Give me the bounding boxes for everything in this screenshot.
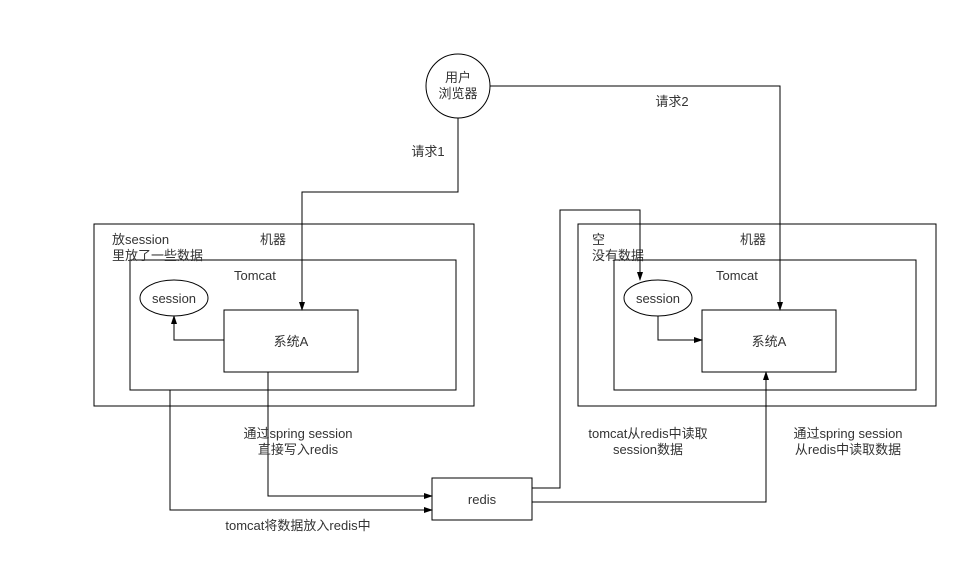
edge-spring_write-line1: 直接写入redis — [258, 442, 339, 457]
annotL-line1: 里放了一些数据 — [112, 248, 203, 263]
annotL-line0: 放session — [112, 232, 169, 247]
tomcatR-label: Tomcat — [716, 268, 758, 283]
tomcatL-label: Tomcat — [234, 268, 276, 283]
sessionL-label: session — [152, 291, 196, 306]
edge-tomcat_read-line1: session数据 — [613, 442, 683, 457]
machineR-label: 机器 — [740, 232, 766, 247]
edge-req1-label: 请求1 — [411, 144, 444, 159]
machineL-label: 机器 — [260, 232, 286, 247]
edge-tomcat_read-line0: tomcat从redis中读取 — [588, 426, 707, 441]
sysAL-label: 系统A — [274, 334, 309, 349]
sysAR-label: 系统A — [752, 334, 787, 349]
browser-line1: 浏览器 — [438, 86, 477, 101]
edge-tomcat_put-label: tomcat将数据放入redis中 — [225, 518, 370, 533]
edge-spring_read-line0: 通过spring session — [793, 426, 902, 441]
edge-spring_write-line0: 通过spring session — [243, 426, 352, 441]
redis-label: redis — [468, 492, 497, 507]
diagram-canvas: 机器 机器 Tomcat Tomcat 系统A 系统A redis session sessio… — [0, 0, 955, 582]
edge-spring_read-line1: 从redis中读取数据 — [795, 442, 901, 457]
annotR-line0: 空 — [592, 232, 605, 247]
sessionR-label: session — [636, 291, 680, 306]
annotR-line1: 没有数据 — [592, 248, 644, 263]
edge-req2-label: 请求2 — [655, 94, 688, 109]
browser-line0: 用户 — [445, 70, 471, 85]
